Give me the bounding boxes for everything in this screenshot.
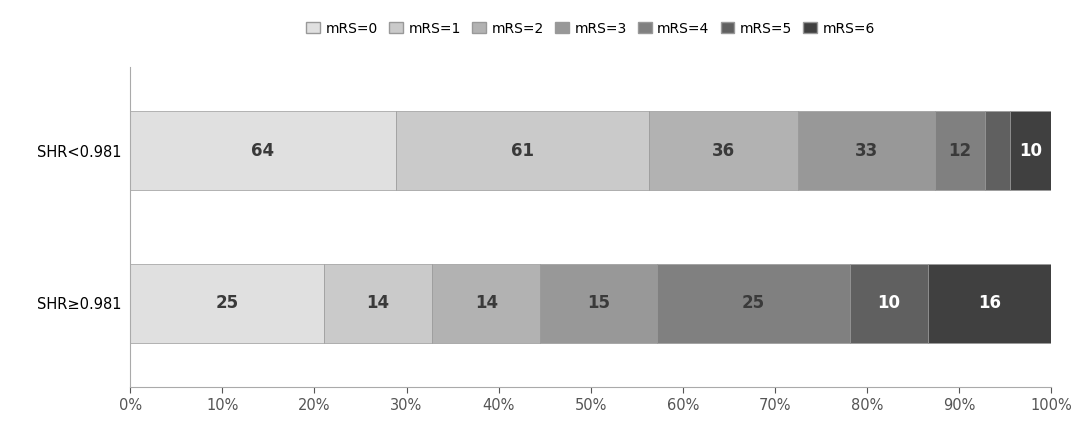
Bar [850,263,928,343]
Text: 33: 33 [855,142,878,160]
Bar [396,111,649,190]
Bar [541,263,657,343]
Bar [1010,111,1051,190]
Bar [935,111,985,190]
Legend: mRS=0, mRS=1, mRS=2, mRS=3, mRS=4, mRS=5, mRS=6: mRS=0, mRS=1, mRS=2, mRS=3, mRS=4, mRS=5… [301,16,880,41]
Bar [985,111,1010,190]
Bar [130,263,324,343]
Text: 16: 16 [978,294,1001,312]
Text: 15: 15 [588,294,610,312]
Bar [324,263,433,343]
Bar [928,263,1051,343]
Text: 25: 25 [741,294,765,312]
Text: 10: 10 [1019,142,1042,160]
Bar [649,111,798,190]
Text: 25: 25 [216,294,238,312]
Text: 14: 14 [366,294,389,312]
Text: 61: 61 [511,142,533,160]
Text: 64: 64 [251,142,274,160]
Text: 10: 10 [877,294,901,312]
Bar [130,111,396,190]
Bar [798,111,935,190]
Bar [433,263,541,343]
Text: 12: 12 [948,142,971,160]
Bar [657,263,850,343]
Text: 14: 14 [475,294,498,312]
Text: 36: 36 [712,142,735,160]
